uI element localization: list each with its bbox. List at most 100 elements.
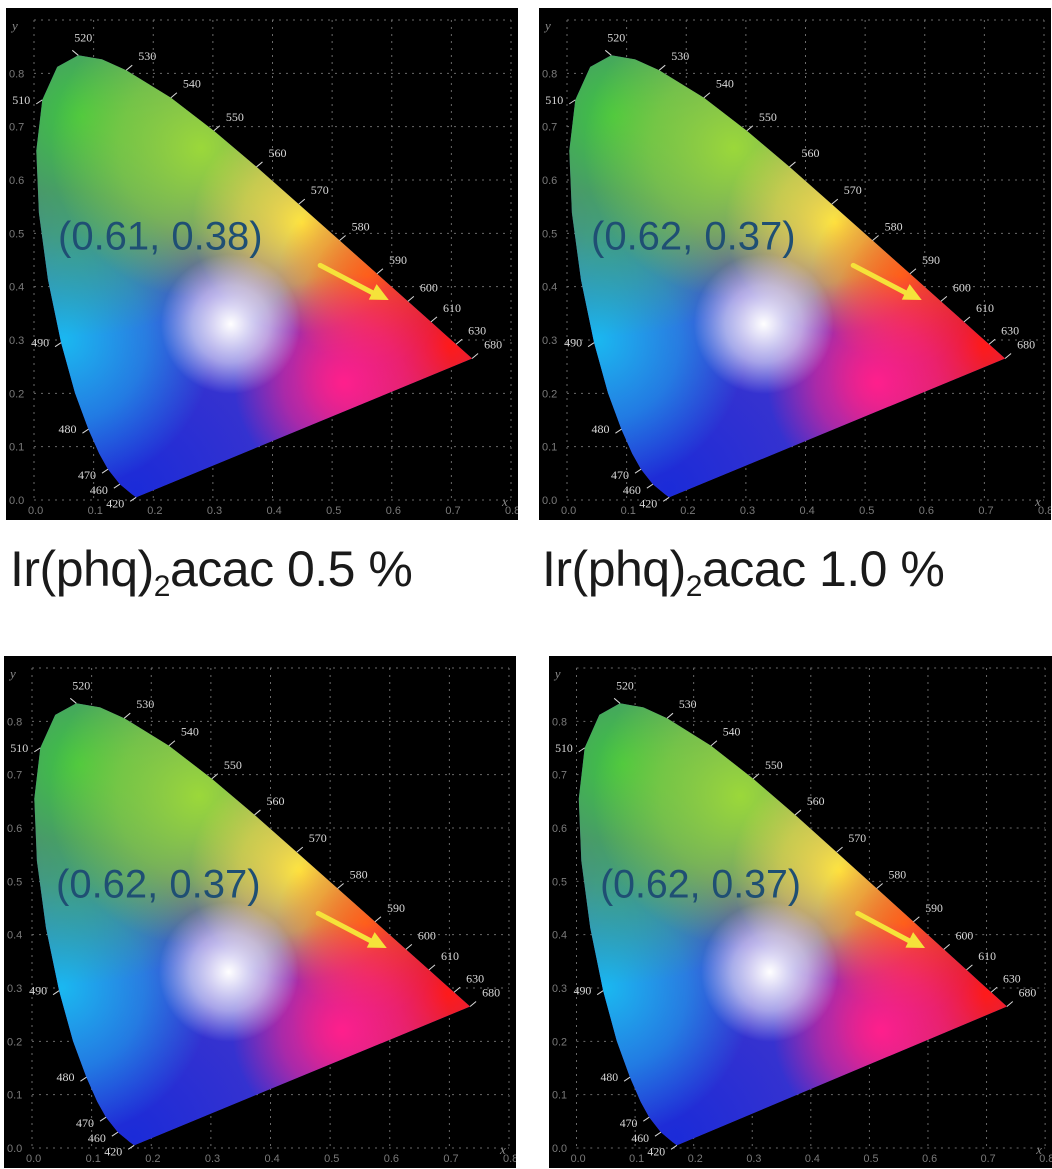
x-tick-label: 0.2 [145, 1153, 160, 1165]
x-tick-label: 0.7 [443, 1153, 458, 1165]
x-tick-label: 0.2 [680, 505, 695, 517]
y-tick-label: 0.8 [7, 716, 22, 728]
wavelength-label: 480 [591, 422, 609, 436]
y-tick-label: 0.4 [9, 282, 24, 294]
y-tick-label: 0.5 [542, 228, 557, 240]
y-tick-label: 0.8 [9, 68, 24, 80]
cie-color-gamut [578, 703, 1007, 1146]
y-tick-label: 0.4 [542, 282, 557, 294]
x-tick-label: 0.5 [863, 1153, 878, 1165]
y-tick-label: 0.6 [9, 175, 24, 187]
wavelength-label: 590 [387, 901, 405, 915]
y-tick-label: 0.1 [7, 1090, 22, 1102]
y-tick-label: 0.5 [7, 876, 22, 888]
wavelength-label: 630 [1003, 971, 1021, 985]
wavelength-label: 490 [574, 984, 592, 998]
x-tick-label: 0.0 [28, 505, 43, 517]
wavelength-label: 420 [106, 496, 124, 510]
wavelength-label: 520 [74, 30, 92, 44]
wavelength-label: 550 [226, 110, 244, 124]
y-tick-label: 0.4 [7, 930, 22, 942]
wavelength-label: 530 [136, 697, 154, 711]
wavelength-label: 420 [647, 1144, 665, 1158]
x-tick-label: 0.3 [746, 1153, 761, 1165]
wavelength-label: 570 [309, 831, 327, 845]
cie-coordinate-label: (0.62, 0.37) [600, 862, 801, 906]
wavelength-label: 510 [10, 741, 28, 755]
cie-diagram-4: 0.0 0.1 0.2 0.3 0.4 0.5 0.6 0.7 0.8 0.0 0.1 0.2 0.3 0… [552, 667, 1052, 1165]
wavelength-label: 520 [607, 30, 625, 44]
wavelength-label: 600 [418, 928, 436, 942]
wavelength-label: 610 [978, 949, 996, 963]
cie-color-gamut [36, 55, 473, 498]
wavelength-label: 540 [183, 77, 201, 91]
wavelength-label: 460 [90, 483, 108, 497]
wavelength-label: 680 [1017, 338, 1035, 352]
wavelength-label: 580 [889, 867, 907, 881]
cie-coordinate-label: (0.62, 0.37) [591, 214, 796, 258]
wavelength-label: 420 [639, 496, 657, 510]
y-tick-label: 0.2 [542, 388, 557, 400]
wavelength-label: 490 [29, 984, 47, 998]
arrow-icon [855, 910, 926, 948]
cie-diagram-3: 0.0 0.1 0.2 0.3 0.4 0.5 0.6 0.7 0.8 0.0 0.1 0.2 0.3 0… [7, 666, 516, 1165]
wavelength-label: 540 [723, 725, 741, 739]
y-tick-label: 0.5 [9, 228, 24, 240]
wavelength-label: 600 [953, 280, 971, 294]
wavelength-label: 570 [848, 831, 866, 845]
wavelength-label: 590 [389, 253, 407, 267]
y-tick-label: 0.6 [7, 823, 22, 835]
wavelength-label: 680 [482, 986, 500, 1000]
cie-panel-4: 0.0 0.1 0.2 0.3 0.4 0.5 0.6 0.7 0.8 0.0 0.1 0.2 0.3 0… [549, 656, 1052, 1168]
x-tick-label: 0.8 [1039, 1153, 1052, 1165]
x-tick-label: 0.6 [386, 505, 401, 517]
wavelength-label: 630 [1001, 323, 1019, 337]
x-axis-label: x [1035, 1143, 1042, 1157]
x-tick-label: 0.0 [26, 1153, 41, 1165]
x-tick-label: 0.6 [922, 1153, 937, 1165]
x-tick-label: 0.7 [981, 1153, 996, 1165]
wavelength-label: 510 [555, 741, 573, 755]
x-tick-label: 0.6 [919, 505, 934, 517]
x-tick-label: 0.1 [621, 505, 636, 517]
wavelength-label: 560 [801, 146, 819, 160]
x-tick-label: 0.4 [805, 1153, 820, 1165]
wavelength-label: 520 [616, 678, 634, 692]
wavelength-label: 610 [441, 949, 459, 963]
x-tick-label: 0.0 [561, 505, 576, 517]
cie-panel-3: 0.0 0.1 0.2 0.3 0.4 0.5 0.6 0.7 0.8 0.0 0.1 0.2 0.3 0… [4, 656, 516, 1168]
arrow-icon [317, 262, 389, 300]
y-tick-label: 0.7 [552, 770, 567, 782]
wavelength-label: 480 [601, 1070, 619, 1084]
wavelength-label: 560 [807, 794, 825, 808]
y-tick-label: 0.8 [552, 716, 567, 728]
x-axis-label: x [501, 494, 508, 509]
y-axis-label: y [8, 666, 16, 681]
y-tick-label: 0.3 [7, 983, 22, 995]
cie-panel-2: 0.0 0.1 0.2 0.3 0.4 0.5 0.6 0.7 0.8 0.0 0.1 0.2 0.3 0… [539, 8, 1051, 520]
wavelength-label: 550 [759, 110, 777, 124]
wavelength-label: 540 [716, 77, 734, 91]
x-tick-label: 0.1 [629, 1153, 644, 1165]
wavelength-label: 460 [623, 483, 641, 497]
x-tick-label: 0.8 [505, 505, 518, 517]
x-tick-label: 0.3 [207, 505, 222, 517]
y-tick-label: 0.0 [9, 495, 24, 507]
x-tick-label: 0.3 [740, 505, 755, 517]
wavelength-label: 480 [58, 422, 76, 436]
y-tick-label: 0.0 [7, 1143, 22, 1155]
wavelength-label: 590 [925, 901, 943, 915]
cie-color-gamut [569, 55, 1006, 498]
y-axis-label: y [543, 18, 551, 33]
wavelength-label: 530 [138, 49, 156, 63]
wavelength-label: 680 [1019, 985, 1037, 999]
wavelength-label: 470 [620, 1116, 638, 1130]
wavelength-label: 480 [56, 1070, 74, 1084]
wavelength-label: 470 [76, 1116, 94, 1130]
y-tick-label: 0.2 [7, 1036, 22, 1048]
wavelength-label: 680 [484, 338, 502, 352]
